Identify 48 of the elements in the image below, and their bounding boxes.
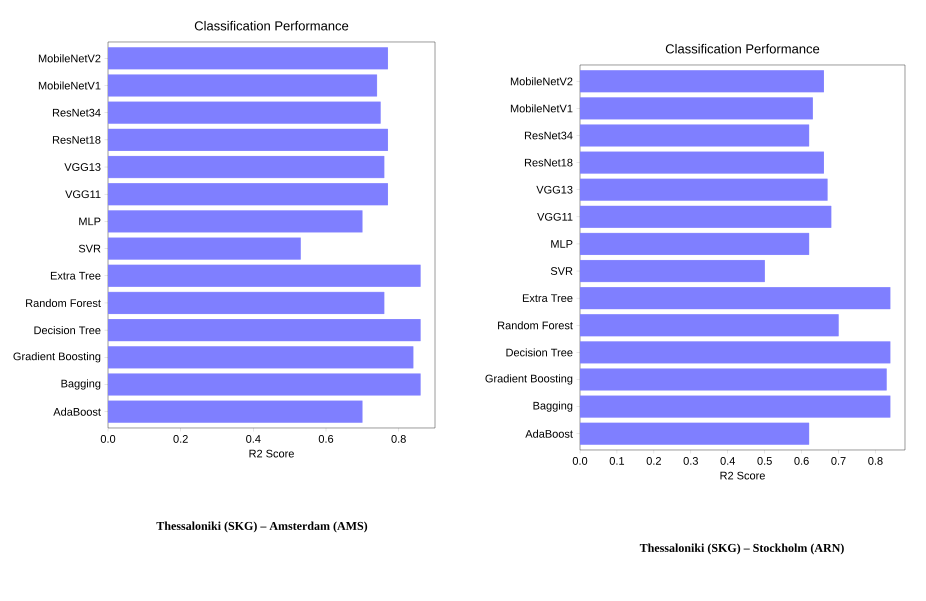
x-tick-label: 0.3	[684, 457, 698, 465]
x-tick-label: 0.8	[391, 435, 406, 443]
x-tick-label: 0.4	[246, 435, 261, 443]
y-tick-label: VGG11	[65, 190, 100, 198]
x-tick-label: 0.5	[757, 457, 772, 465]
x-tick-label: 0.2	[173, 435, 188, 443]
x-tick-label: 0.2	[646, 457, 661, 465]
y-tick-label: MLP	[551, 240, 572, 248]
y-tick-label: Decision Tree	[34, 326, 100, 334]
x-tick-label: 0.0	[572, 457, 588, 465]
y-tick-label: Gradient Boosting	[13, 352, 100, 362]
y-tick-label: ResNet34	[52, 108, 101, 117]
y-tick-label: MobileNetV1	[510, 104, 572, 112]
y-tick-label: Bagging	[62, 379, 100, 390]
y-tick-label: MobileNetV2	[38, 54, 100, 62]
y-tick-label: ResNet18	[524, 158, 572, 166]
y-tick-label: MLP	[79, 218, 100, 226]
y-tick-label: SVR	[550, 267, 572, 275]
x-tick-label: 0.6	[794, 457, 809, 465]
y-tick-label: Extra Tree	[522, 294, 572, 302]
text: Thessaloniki (SKG) – Stockholm (ARN)	[640, 544, 844, 554]
y-tick-label: MobileNetV2	[510, 77, 572, 86]
x-axis-title: R2 Score	[720, 472, 765, 480]
text: Thessaloniki (SKG) – Amsterdam (AMS)	[156, 522, 368, 532]
chart-title: Classification Performance	[194, 20, 348, 30]
y-tick-label: AdaBoost	[525, 430, 573, 438]
x-tick-label: 0.0	[100, 435, 116, 443]
x-tick-label: 0.4	[720, 457, 736, 465]
chart-title: Classification Performance	[666, 44, 820, 54]
y-tick-label: Random Forest	[26, 298, 101, 307]
y-tick-label: Bagging	[534, 401, 572, 412]
x-tick-label: 0.6	[318, 435, 334, 443]
y-tick-label: SVR	[78, 244, 100, 252]
x-tick-label: 0.8	[868, 457, 883, 465]
y-tick-label: AdaBoost	[53, 408, 101, 416]
x-axis-title: R2 Score	[249, 450, 294, 458]
y-tick-label: VGG13	[536, 186, 572, 194]
y-tick-label: ResNet18	[52, 136, 100, 144]
y-tick-label: Random Forest	[498, 321, 573, 330]
x-tick-label: 0.7	[831, 457, 846, 465]
y-tick-label: VGG11	[537, 212, 572, 221]
y-tick-label: VGG13	[64, 163, 100, 171]
y-tick-label: MobileNetV1	[38, 81, 100, 90]
y-tick-label: Decision Tree	[506, 348, 572, 356]
y-tick-label: ResNet34	[524, 132, 573, 140]
y-tick-label: Gradient Boosting	[485, 374, 572, 385]
x-tick-label: 0.1	[610, 457, 624, 465]
y-tick-label: Extra Tree	[50, 272, 100, 280]
